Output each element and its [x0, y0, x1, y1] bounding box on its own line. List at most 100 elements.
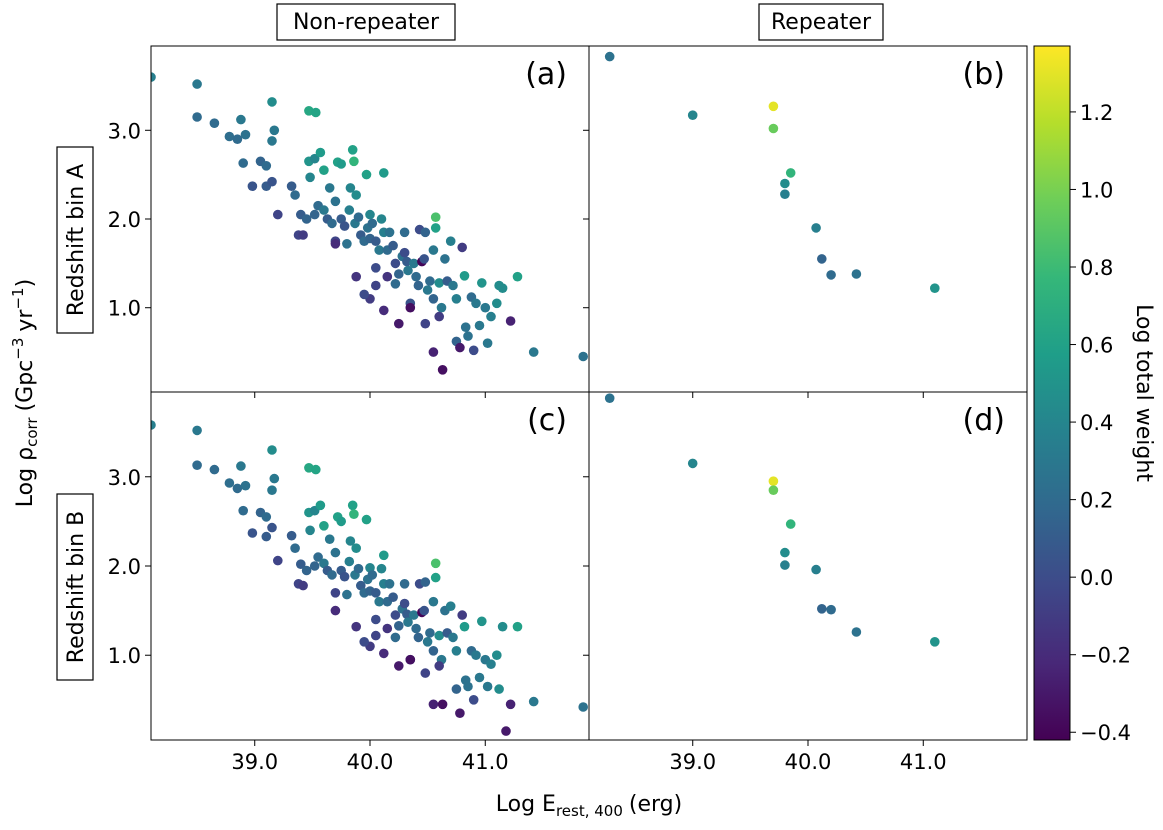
scatter-point	[505, 316, 516, 326]
scatter-point	[315, 500, 326, 511]
scatter-point	[430, 558, 441, 569]
scatter-point	[411, 271, 421, 282]
scatter-point	[780, 189, 790, 199]
scatter-point	[501, 726, 511, 736]
panel-label: (b)	[963, 57, 1005, 92]
scatter-point	[336, 159, 347, 169]
scatter-point	[492, 298, 502, 309]
scatter-point	[394, 661, 404, 671]
scatter-point	[428, 596, 439, 607]
scatter-point	[851, 269, 862, 279]
scatter-point	[436, 302, 447, 313]
scatter-point	[497, 621, 508, 632]
scatter-point	[273, 555, 283, 566]
scatter-point	[192, 425, 202, 436]
scatter-point	[361, 169, 372, 180]
scatter-point	[371, 630, 381, 641]
scatter-point	[768, 101, 779, 112]
scatter-point	[379, 168, 389, 178]
x-tick-label: 40.0	[347, 750, 394, 774]
scatter-points	[604, 51, 940, 294]
panel-frame	[588, 45, 1028, 393]
scatter-point	[330, 239, 341, 249]
scatter-point	[347, 145, 358, 155]
scatter-point	[422, 285, 433, 295]
colorbar-tick-label: −0.4	[1080, 721, 1131, 745]
scatter-point	[492, 650, 502, 660]
scatter-point	[224, 478, 235, 488]
scatter-point	[345, 536, 356, 546]
panel-label: (a)	[525, 57, 567, 92]
scatter-point	[371, 263, 381, 273]
y-axis-label-exp2: −1	[9, 287, 27, 309]
scatter-point	[351, 190, 362, 200]
scatter-point	[687, 458, 698, 469]
x-tick-label: 41.0	[900, 750, 947, 774]
scatter-point	[384, 227, 395, 238]
scatter-point	[578, 351, 588, 362]
scatter-point	[379, 305, 389, 316]
scatter-point	[437, 699, 448, 710]
scatter-point	[425, 276, 435, 286]
scatter-point	[474, 672, 485, 683]
y-tick-label: 3.0	[108, 466, 141, 490]
y-tick-label: 3.0	[108, 119, 141, 143]
scatter-points	[151, 72, 588, 375]
colorbar-tick-label: 1.0	[1080, 178, 1113, 202]
scatter-point	[209, 464, 220, 475]
y-axis-label-unit-mid: yr	[13, 309, 38, 332]
scatter-point	[301, 565, 312, 576]
scatter-point	[405, 654, 416, 665]
scatter-point	[327, 570, 337, 580]
y-axis-label-main: Log ρ	[13, 447, 38, 507]
column-title-non-repeater: Non-repeater	[276, 3, 456, 41]
scatter-point	[261, 161, 272, 171]
scatter-point	[505, 699, 516, 710]
x-axis-label-main: Log E	[496, 792, 556, 817]
column-title-repeater: Repeater	[758, 3, 884, 41]
scatter-point	[451, 646, 462, 656]
row-title-bin-b: Redshift bin B	[56, 493, 94, 681]
scatter-point	[428, 699, 439, 710]
scatter-point	[768, 476, 779, 487]
scatter-point	[324, 183, 335, 193]
x-tick-label: 39.0	[231, 750, 278, 774]
panel-frame	[588, 391, 1028, 741]
scatter-point	[512, 271, 523, 282]
scatter-point	[330, 588, 341, 598]
scatter-point	[238, 158, 248, 168]
scatter-point	[477, 616, 487, 627]
colorbar-ticks: −0.4 −0.2 0.0 0.2 0.4 0.6 0.8 1.0 1.2	[1070, 101, 1131, 745]
scatter-point	[353, 212, 364, 222]
colorbar-tick-label: 0.6	[1080, 334, 1113, 358]
scatter-point	[238, 505, 248, 516]
column-title-text: Non-repeater	[293, 10, 440, 35]
scatter-point	[351, 271, 362, 282]
scatter-point	[267, 136, 277, 146]
panel-a: 1.0 2.0 3.0 (a)	[108, 45, 590, 398]
scatter-point	[437, 365, 448, 375]
scatter-point	[261, 512, 272, 522]
scatter-point	[319, 558, 329, 569]
scatter-point	[930, 283, 940, 294]
scatter-point	[269, 473, 280, 484]
scatter-point	[434, 661, 445, 671]
scatter-point	[817, 604, 827, 614]
y-axis-label-exp1: −3	[9, 338, 27, 360]
scatter-point	[371, 280, 381, 291]
scatter-point	[445, 601, 456, 611]
scatter-point	[247, 181, 258, 191]
scatter-point	[267, 485, 277, 496]
scatter-point	[379, 648, 389, 659]
scatter-point	[780, 178, 790, 189]
scatter-point	[361, 514, 372, 525]
colorbar-label: Log total weight	[1131, 304, 1156, 482]
scatter-point	[687, 110, 698, 120]
scatter-points	[604, 393, 940, 647]
colorbar-tick-label: 0.0	[1080, 566, 1113, 590]
scatter-point	[151, 420, 156, 430]
scatter-point	[399, 227, 410, 238]
scatter-point	[390, 258, 401, 269]
scatter-point	[477, 278, 487, 288]
scatter-point	[494, 684, 504, 694]
